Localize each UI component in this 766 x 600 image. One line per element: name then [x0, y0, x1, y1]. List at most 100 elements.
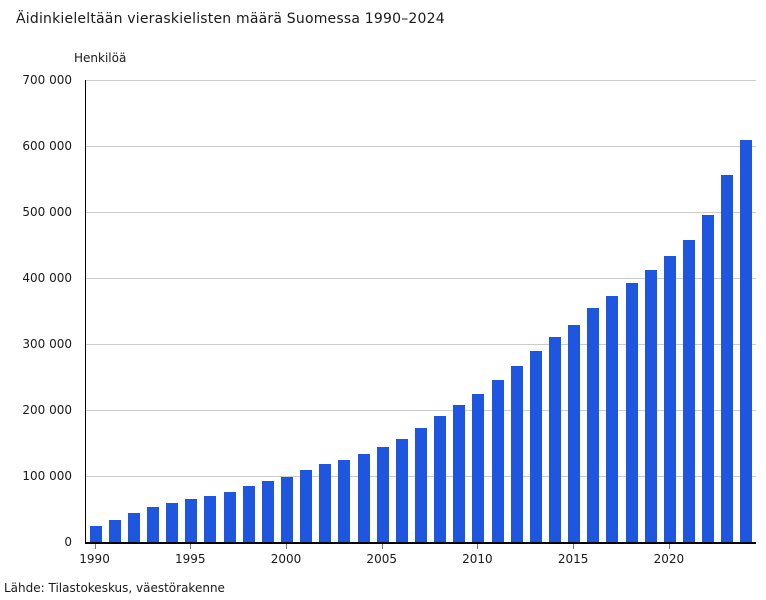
bar-1999: [261, 480, 274, 542]
bar-slot-1995: [182, 80, 201, 542]
bar-slot-2001: [297, 80, 316, 542]
bar-slot-1994: [163, 80, 182, 542]
bar-2024: [740, 140, 753, 542]
bar-2013: [529, 351, 542, 542]
bar-slot-2016: [584, 80, 603, 542]
bar-slot-2003: [335, 80, 354, 542]
bar-slot-1993: [143, 80, 162, 542]
bar-slot-2011: [488, 80, 507, 542]
y-axis-unit-label: Henkilöä: [74, 51, 127, 65]
x-tick-label-2000: 2000: [270, 552, 302, 566]
x-tick-label-2020: 2020: [653, 552, 685, 566]
bar-slot-2010: [469, 80, 488, 542]
bar-1993: [146, 507, 159, 542]
bar-1990: [89, 525, 102, 542]
bar-2004: [357, 454, 370, 542]
x-tick-label-1990: 1990: [79, 552, 110, 566]
bar-2007: [414, 427, 427, 542]
x-tick-2020: [668, 544, 670, 549]
bar-2020: [663, 256, 676, 542]
y-tick-label-0: 0: [64, 535, 72, 549]
bar-slot-1991: [105, 80, 124, 542]
bar-slot-2000: [277, 80, 296, 542]
bar-slot-2021: [679, 80, 698, 542]
bar-slot-2013: [526, 80, 545, 542]
x-tick-label-1995: 1995: [175, 552, 206, 566]
bar-slot-1990: [86, 80, 105, 542]
y-tick-label-400000: 400 000: [22, 271, 72, 285]
gridline: [86, 146, 756, 147]
bar-slot-2002: [316, 80, 335, 542]
gridline: [86, 212, 756, 213]
bar-2023: [721, 174, 734, 542]
x-tick-2010: [477, 544, 479, 549]
y-tick-label-700000: 700 000: [22, 73, 72, 87]
x-tick-2015: [573, 544, 575, 549]
gridline: [86, 410, 756, 411]
bar-2014: [548, 337, 561, 542]
bar-slot-2022: [699, 80, 718, 542]
y-tick-label-200000: 200 000: [22, 403, 72, 417]
bar-2003: [338, 459, 351, 542]
bar-slot-1998: [239, 80, 258, 542]
bar-2011: [491, 380, 504, 542]
bar-slot-1999: [258, 80, 277, 542]
bar-2002: [319, 464, 332, 542]
bar-1992: [127, 513, 140, 542]
bar-2016: [587, 308, 600, 542]
gridline: [86, 344, 756, 345]
bar-slot-2012: [507, 80, 526, 542]
bar-slot-1997: [220, 80, 239, 542]
bar-2012: [510, 365, 523, 542]
bar-2015: [568, 324, 581, 542]
source-note: Lähde: Tilastokeskus, väestörakenne: [4, 581, 225, 595]
bar-slot-2004: [354, 80, 373, 542]
bar-2019: [644, 269, 657, 542]
x-tick-1990: [94, 544, 96, 549]
bar-2009: [453, 405, 466, 542]
y-tick-label-500000: 500 000: [22, 205, 72, 219]
x-tick-label-2015: 2015: [557, 552, 589, 566]
bar-1995: [185, 498, 198, 542]
bar-2008: [434, 416, 447, 542]
bar-slot-2017: [603, 80, 622, 542]
bar-series: [86, 80, 756, 542]
bar-slot-2006: [392, 80, 411, 542]
bar-slot-2023: [718, 80, 737, 542]
bar-slot-2008: [431, 80, 450, 542]
y-tick-label-100000: 100 000: [22, 469, 72, 483]
bar-slot-1996: [201, 80, 220, 542]
bar-1994: [166, 503, 179, 542]
bar-slot-2020: [660, 80, 679, 542]
x-tick-2000: [286, 544, 287, 549]
x-tick-1995: [190, 544, 192, 549]
bar-1997: [223, 491, 236, 542]
y-tick-label-300000: 300 000: [22, 337, 72, 351]
gridline: [86, 80, 756, 81]
plot-area: [85, 80, 756, 544]
bar-slot-2009: [450, 80, 469, 542]
bar-slot-2014: [545, 80, 564, 542]
y-tick-label-600000: 600 000: [22, 139, 72, 153]
bar-2010: [472, 393, 485, 542]
chart-title: Äidinkieleltään vieraskielisten määrä Su…: [16, 11, 445, 27]
bar-2006: [395, 438, 408, 542]
bar-2000: [280, 476, 293, 542]
bar-1996: [204, 495, 217, 542]
bar-1998: [242, 485, 255, 542]
bar-slot-2018: [622, 80, 641, 542]
bar-2021: [682, 239, 695, 542]
bar-1991: [108, 519, 121, 542]
x-tick-label-2010: 2010: [462, 552, 493, 566]
bar-slot-2005: [373, 80, 392, 542]
bar-slot-1992: [124, 80, 143, 542]
bar-2001: [300, 469, 313, 542]
x-tick-label-2005: 2005: [366, 552, 397, 566]
bar-slot-2007: [411, 80, 430, 542]
bar-2005: [376, 446, 389, 542]
bar-2017: [606, 295, 619, 542]
bar-slot-2019: [641, 80, 660, 542]
bar-2022: [702, 214, 715, 542]
bar-2018: [625, 283, 638, 542]
